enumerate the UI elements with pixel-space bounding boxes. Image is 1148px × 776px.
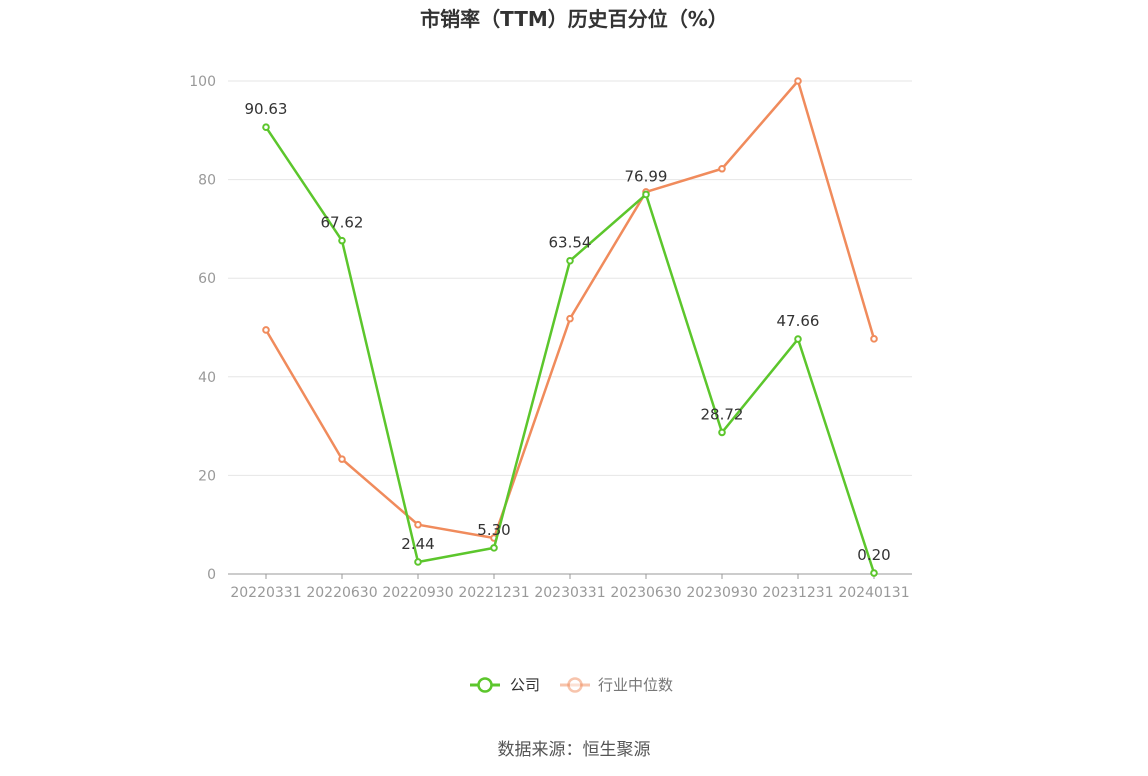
data-label: 28.72 — [701, 405, 744, 423]
x-tick-label: 20230331 — [534, 585, 605, 601]
x-tick-label: 20231231 — [762, 585, 833, 601]
data-point[interactable] — [566, 256, 574, 265]
data-point[interactable] — [414, 558, 422, 566]
data-label: 76.99 — [625, 167, 668, 185]
data-label: 5.30 — [477, 521, 510, 539]
x-tick-label: 20221231 — [458, 585, 529, 601]
data-labels: 90.63 67.62 2.44 5.30 63.54 76.99 28.72 47.66 0.… — [245, 100, 891, 564]
x-tick-label: 20220630 — [306, 585, 377, 601]
data-point[interactable] — [718, 428, 726, 437]
legend-item-company[interactable]: 公司 — [470, 676, 540, 694]
data-point[interactable] — [794, 335, 802, 343]
x-tick-label: 20230630 — [610, 585, 681, 601]
y-tick-label: 60 — [198, 271, 216, 287]
data-point[interactable] — [870, 335, 878, 343]
data-point[interactable] — [794, 77, 802, 85]
legend-item-industry-median[interactable]: 行业中位数 — [560, 676, 673, 694]
data-label: 63.54 — [549, 234, 592, 252]
x-tick-label: 20230930 — [686, 585, 757, 601]
x-tick-label: 20220930 — [382, 585, 453, 601]
data-point[interactable] — [262, 326, 270, 334]
data-label: 90.63 — [245, 100, 288, 118]
series-line-0 — [264, 126, 876, 574]
data-point[interactable] — [718, 164, 726, 173]
y-tick-label: 80 — [198, 173, 216, 189]
chart-title: 市销率（TTM）历史百分位（%） — [420, 7, 728, 31]
data-point[interactable] — [414, 520, 422, 529]
data-label: 67.62 — [321, 214, 364, 232]
grid — [228, 80, 912, 476]
y-axis: 0 20 40 60 80 100 — [189, 74, 216, 583]
data-label: 2.44 — [401, 535, 434, 553]
data-point[interactable] — [870, 569, 878, 577]
y-tick-label: 0 — [207, 567, 216, 583]
data-point[interactable] — [566, 314, 574, 323]
data-point[interactable] — [338, 455, 346, 463]
data-source: 数据来源：恒生聚源 — [498, 740, 651, 760]
x-axis: 20220331 20220630 20220930 20221231 20230331… — [228, 573, 912, 601]
y-tick-label: 100 — [189, 74, 216, 90]
y-tick-label: 40 — [198, 370, 216, 386]
legend-label-industry-median: 行业中位数 — [598, 676, 673, 694]
data-point[interactable] — [338, 236, 346, 245]
series-layer — [262, 77, 878, 577]
data-point[interactable] — [262, 123, 270, 131]
x-tick-label: 20240131 — [838, 585, 909, 601]
y-tick-label: 20 — [198, 468, 216, 484]
data-label: 47.66 — [777, 312, 820, 330]
data-point[interactable] — [490, 544, 498, 552]
x-tick-label: 20220331 — [230, 585, 301, 601]
data-point[interactable] — [642, 190, 650, 199]
data-label: 0.20 — [857, 546, 890, 564]
legend-label-company: 公司 — [510, 676, 540, 694]
legend: 公司 行业中位数 — [470, 676, 673, 694]
